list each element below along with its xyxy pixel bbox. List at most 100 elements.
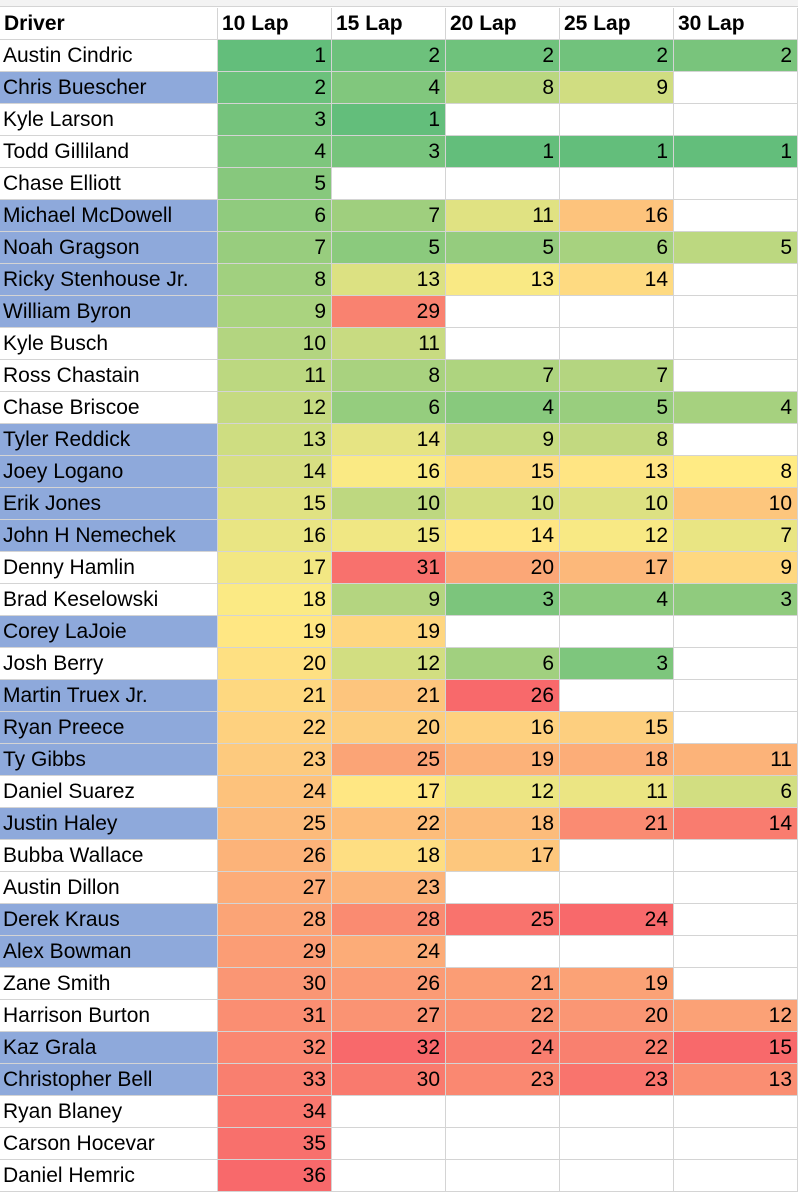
empty-cell[interactable] bbox=[560, 840, 674, 872]
driver-name-cell[interactable]: Chris Buescher bbox=[0, 72, 218, 104]
driver-name-cell[interactable]: Zane Smith bbox=[0, 968, 218, 1000]
rank-cell[interactable]: 12 bbox=[332, 648, 446, 680]
rank-cell[interactable]: 11 bbox=[560, 776, 674, 808]
header-cell[interactable]: 30 Lap bbox=[674, 8, 798, 40]
empty-cell[interactable] bbox=[674, 936, 798, 968]
empty-cell[interactable] bbox=[674, 872, 798, 904]
rank-cell[interactable]: 5 bbox=[218, 168, 332, 200]
driver-name-cell[interactable]: Bubba Wallace bbox=[0, 840, 218, 872]
driver-name-cell[interactable]: Christopher Bell bbox=[0, 1064, 218, 1096]
empty-cell[interactable] bbox=[446, 1160, 560, 1192]
rank-cell[interactable]: 15 bbox=[560, 712, 674, 744]
driver-name-cell[interactable]: John H Nemechek bbox=[0, 520, 218, 552]
rank-cell[interactable]: 16 bbox=[218, 520, 332, 552]
empty-cell[interactable] bbox=[560, 936, 674, 968]
rank-cell[interactable]: 7 bbox=[446, 360, 560, 392]
empty-cell[interactable] bbox=[674, 904, 798, 936]
rank-cell[interactable]: 22 bbox=[446, 1000, 560, 1032]
rank-cell[interactable]: 23 bbox=[218, 744, 332, 776]
rank-cell[interactable]: 6 bbox=[218, 200, 332, 232]
rank-cell[interactable]: 3 bbox=[446, 584, 560, 616]
rank-cell[interactable]: 11 bbox=[332, 328, 446, 360]
rank-cell[interactable]: 12 bbox=[446, 776, 560, 808]
rank-cell[interactable]: 6 bbox=[674, 776, 798, 808]
empty-cell[interactable] bbox=[674, 328, 798, 360]
rank-cell[interactable]: 16 bbox=[446, 712, 560, 744]
rank-cell[interactable]: 20 bbox=[446, 552, 560, 584]
empty-cell[interactable] bbox=[446, 168, 560, 200]
rank-cell[interactable]: 2 bbox=[674, 40, 798, 72]
rank-cell[interactable]: 18 bbox=[446, 808, 560, 840]
rank-cell[interactable]: 17 bbox=[218, 552, 332, 584]
driver-name-cell[interactable]: Alex Bowman bbox=[0, 936, 218, 968]
rank-cell[interactable]: 26 bbox=[446, 680, 560, 712]
driver-name-cell[interactable]: Erik Jones bbox=[0, 488, 218, 520]
rank-cell[interactable]: 18 bbox=[560, 744, 674, 776]
rank-cell[interactable]: 7 bbox=[560, 360, 674, 392]
header-cell[interactable]: 20 Lap bbox=[446, 8, 560, 40]
driver-name-cell[interactable]: Joey Logano bbox=[0, 456, 218, 488]
empty-cell[interactable] bbox=[446, 328, 560, 360]
rank-cell[interactable]: 32 bbox=[332, 1032, 446, 1064]
driver-name-cell[interactable]: William Byron bbox=[0, 296, 218, 328]
empty-cell[interactable] bbox=[560, 296, 674, 328]
empty-cell[interactable] bbox=[674, 296, 798, 328]
rank-cell[interactable]: 20 bbox=[218, 648, 332, 680]
rank-cell[interactable]: 6 bbox=[332, 392, 446, 424]
rank-cell[interactable]: 26 bbox=[218, 840, 332, 872]
rank-cell[interactable]: 24 bbox=[332, 936, 446, 968]
rank-cell[interactable]: 3 bbox=[332, 136, 446, 168]
driver-name-cell[interactable]: Brad Keselowski bbox=[0, 584, 218, 616]
rank-cell[interactable]: 17 bbox=[446, 840, 560, 872]
empty-cell[interactable] bbox=[674, 1128, 798, 1160]
rank-cell[interactable]: 2 bbox=[560, 40, 674, 72]
empty-cell[interactable] bbox=[332, 1160, 446, 1192]
rank-cell[interactable]: 9 bbox=[218, 296, 332, 328]
rank-cell[interactable]: 12 bbox=[560, 520, 674, 552]
rank-cell[interactable]: 1 bbox=[560, 136, 674, 168]
driver-name-cell[interactable]: Noah Gragson bbox=[0, 232, 218, 264]
rank-cell[interactable]: 11 bbox=[218, 360, 332, 392]
rank-cell[interactable]: 13 bbox=[674, 1064, 798, 1096]
empty-cell[interactable] bbox=[446, 1096, 560, 1128]
driver-name-cell[interactable]: Kyle Larson bbox=[0, 104, 218, 136]
rank-cell[interactable]: 19 bbox=[446, 744, 560, 776]
empty-cell[interactable] bbox=[446, 872, 560, 904]
empty-cell[interactable] bbox=[560, 328, 674, 360]
rank-cell[interactable]: 12 bbox=[674, 1000, 798, 1032]
rank-cell[interactable]: 25 bbox=[218, 808, 332, 840]
empty-cell[interactable] bbox=[674, 200, 798, 232]
rank-cell[interactable]: 5 bbox=[446, 232, 560, 264]
rank-cell[interactable]: 8 bbox=[218, 264, 332, 296]
empty-cell[interactable] bbox=[560, 616, 674, 648]
rank-cell[interactable]: 15 bbox=[332, 520, 446, 552]
rank-cell[interactable]: 4 bbox=[446, 392, 560, 424]
rank-cell[interactable]: 31 bbox=[218, 1000, 332, 1032]
empty-cell[interactable] bbox=[560, 168, 674, 200]
rank-cell[interactable]: 15 bbox=[446, 456, 560, 488]
rank-cell[interactable]: 1 bbox=[332, 104, 446, 136]
empty-cell[interactable] bbox=[446, 616, 560, 648]
rank-cell[interactable]: 14 bbox=[674, 808, 798, 840]
empty-cell[interactable] bbox=[674, 968, 798, 1000]
driver-name-cell[interactable]: Tyler Reddick bbox=[0, 424, 218, 456]
rank-cell[interactable]: 23 bbox=[446, 1064, 560, 1096]
empty-cell[interactable] bbox=[674, 1096, 798, 1128]
rank-cell[interactable]: 23 bbox=[560, 1064, 674, 1096]
rank-cell[interactable]: 31 bbox=[332, 552, 446, 584]
driver-name-cell[interactable]: Ty Gibbs bbox=[0, 744, 218, 776]
rank-cell[interactable]: 6 bbox=[560, 232, 674, 264]
rank-cell[interactable]: 2 bbox=[446, 40, 560, 72]
rank-cell[interactable]: 24 bbox=[560, 904, 674, 936]
rank-cell[interactable]: 1 bbox=[218, 40, 332, 72]
empty-cell[interactable] bbox=[560, 1128, 674, 1160]
driver-name-cell[interactable]: Todd Gilliland bbox=[0, 136, 218, 168]
empty-cell[interactable] bbox=[446, 936, 560, 968]
rank-cell[interactable]: 7 bbox=[674, 520, 798, 552]
empty-cell[interactable] bbox=[674, 168, 798, 200]
rank-cell[interactable]: 22 bbox=[332, 808, 446, 840]
empty-cell[interactable] bbox=[332, 1096, 446, 1128]
rank-cell[interactable]: 1 bbox=[446, 136, 560, 168]
empty-cell[interactable] bbox=[674, 1160, 798, 1192]
rank-cell[interactable]: 19 bbox=[560, 968, 674, 1000]
